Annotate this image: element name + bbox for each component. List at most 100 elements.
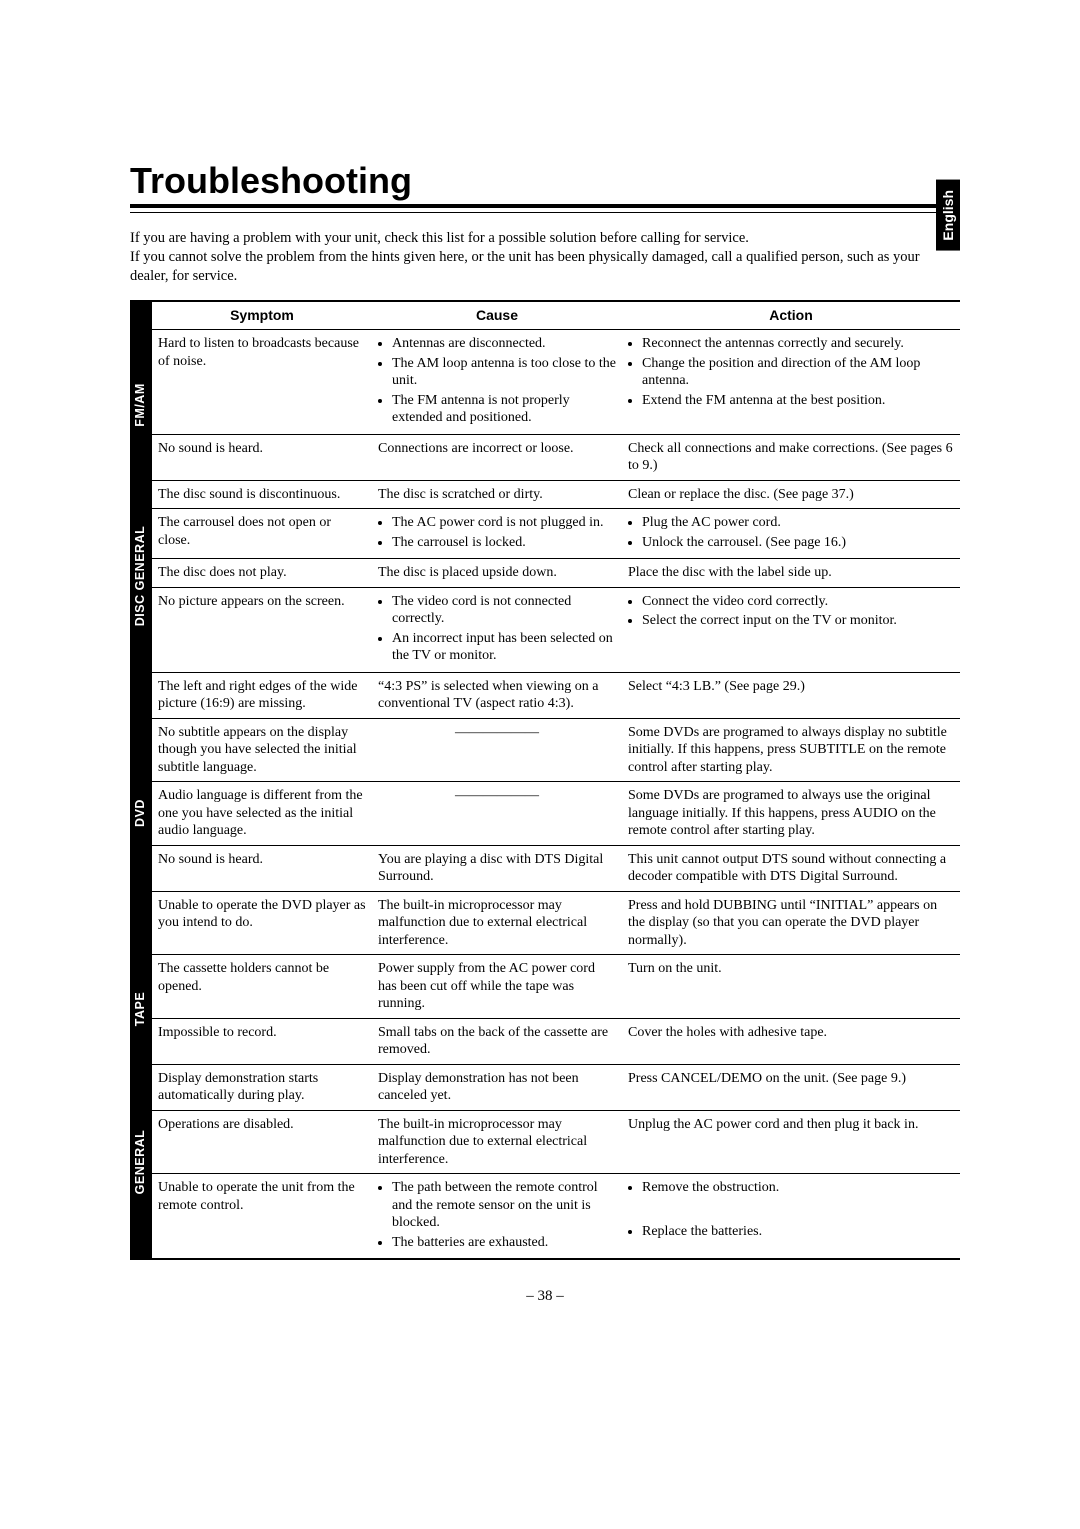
symptom-cell: No sound is heard. (152, 845, 372, 891)
table-row: No sound is heard. You are playing a dis… (130, 845, 960, 891)
table-row: Unable to operate the unit from the remo… (130, 1174, 960, 1260)
table-row: DVD The left and right edges of the wide… (130, 672, 960, 718)
symptom-cell: Hard to listen to broadcasts because of … (152, 330, 372, 435)
cause-cell: Display demonstration has not been cance… (372, 1064, 622, 1110)
cause-cell: Antennas are disconnected. The AM loop a… (372, 330, 622, 435)
action-item: Select the correct input on the TV or mo… (642, 612, 954, 630)
action-cell: Press and hold DUBBING until “INITIAL” a… (622, 891, 960, 955)
intro-line-1: If you are having a problem with your un… (130, 230, 749, 246)
cause-item: The path between the remote control and … (392, 1179, 616, 1232)
page-number: – 38 – (130, 1288, 960, 1305)
table-row: No sound is heard. Connections are incor… (130, 434, 960, 480)
action-cell: Clean or replace the disc. (See page 37.… (622, 480, 960, 509)
cause-item: An incorrect input has been selected on … (392, 630, 616, 665)
symptom-cell: Impossible to record. (152, 1018, 372, 1064)
action-cell: Select “4:3 LB.” (See page 29.) (622, 672, 960, 718)
symptom-cell: Unable to operate the DVD player as you … (152, 891, 372, 955)
action-item: Extend the FM antenna at the best positi… (642, 392, 954, 410)
action-cell: Plug the AC power cord. Unlock the carro… (622, 509, 960, 559)
cause-cell: The disc is scratched or dirty. (372, 480, 622, 509)
action-item: Change the position and direction of the… (642, 355, 954, 390)
symptom-cell: Audio language is different from the one… (152, 782, 372, 846)
symptom-cell: No picture appears on the screen. (152, 587, 372, 672)
cause-cell: The video cord is not connected correctl… (372, 587, 622, 672)
cause-cell: You are playing a disc with DTS Digital … (372, 845, 622, 891)
action-cell: Some DVDs are programed to always use th… (622, 782, 960, 846)
table-row: The disc does not play. The disc is plac… (130, 559, 960, 588)
cause-item: The carrousel is locked. (392, 534, 616, 552)
cause-cell: “4:3 PS” is selected when viewing on a c… (372, 672, 622, 718)
cause-item: The AC power cord is not plugged in. (392, 514, 616, 532)
table-row: Impossible to record. Small tabs on the … (130, 1018, 960, 1064)
category-tape: TAPE (130, 955, 152, 1065)
table-row: GENERAL Display demonstration starts aut… (130, 1064, 960, 1110)
symptom-cell: No subtitle appears on the display thoug… (152, 718, 372, 782)
table-row: TAPE The cassette holders cannot be open… (130, 955, 960, 1019)
cause-item: Antennas are disconnected. (392, 335, 616, 353)
category-label: FM/AM (133, 383, 149, 426)
table-row: No picture appears on the screen. The vi… (130, 587, 960, 672)
symptom-cell: Display demonstration starts automatical… (152, 1064, 372, 1110)
action-cell: Unplug the AC power cord and then plug i… (622, 1110, 960, 1174)
cause-cell: The built-in microprocessor may malfunct… (372, 891, 622, 955)
action-item: Replace the batteries. (642, 1223, 954, 1241)
header-symptom: Symptom (152, 301, 372, 330)
language-tab: English (936, 180, 960, 251)
cause-item: The AM loop antenna is too close to the … (392, 355, 616, 390)
symptom-cell: Unable to operate the unit from the remo… (152, 1174, 372, 1260)
action-cell: Place the disc with the label side up. (622, 559, 960, 588)
cause-cell: The disc is placed upside down. (372, 559, 622, 588)
header-category-blank (130, 301, 152, 330)
symptom-cell: Operations are disabled. (152, 1110, 372, 1174)
header-action: Action (622, 301, 960, 330)
table-row: FM/AM Hard to listen to broadcasts becau… (130, 330, 960, 435)
category-dvd: DVD (130, 672, 152, 955)
symptom-cell: The disc sound is discontinuous. (152, 480, 372, 509)
page-title: Troubleshooting (130, 160, 960, 208)
header-cause: Cause (372, 301, 622, 330)
category-label: GENERAL (133, 1129, 149, 1194)
action-item: Unlock the carrousel. (See page 16.) (642, 534, 954, 552)
action-item: Connect the video cord correctly. (642, 593, 954, 611)
action-item: Reconnect the antennas correctly and sec… (642, 335, 954, 353)
cause-cell-dash: —————— (372, 718, 622, 782)
action-cell: Check all connections and make correctio… (622, 434, 960, 480)
category-disc-general: DISC GENERAL (130, 480, 152, 672)
symptom-cell: The disc does not play. (152, 559, 372, 588)
category-label: DISC GENERAL (133, 526, 149, 626)
cause-cell: Connections are incorrect or loose. (372, 434, 622, 480)
cause-item: The batteries are exhausted. (392, 1234, 616, 1252)
action-cell: Connect the video cord correctly. Select… (622, 587, 960, 672)
category-general: GENERAL (130, 1064, 152, 1259)
table-row: No subtitle appears on the display thoug… (130, 718, 960, 782)
cause-cell: The path between the remote control and … (372, 1174, 622, 1260)
category-label: TAPE (133, 992, 149, 1026)
troubleshooting-table: Symptom Cause Action FM/AM Hard to liste… (130, 300, 960, 1261)
table-row: Operations are disabled. The built-in mi… (130, 1110, 960, 1174)
action-cell: Cover the holes with adhesive tape. (622, 1018, 960, 1064)
action-cell: Press CANCEL/DEMO on the unit. (See page… (622, 1064, 960, 1110)
table-row: Unable to operate the DVD player as you … (130, 891, 960, 955)
symptom-cell: The carrousel does not open or close. (152, 509, 372, 559)
cause-item: The video cord is not connected correctl… (392, 593, 616, 628)
action-cell: Some DVDs are programed to always displa… (622, 718, 960, 782)
cause-item: The FM antenna is not properly extended … (392, 392, 616, 427)
action-cell: Turn on the unit. (622, 955, 960, 1019)
symptom-cell: The left and right edges of the wide pic… (152, 672, 372, 718)
cause-cell: Power supply from the AC power cord has … (372, 955, 622, 1019)
category-fm-am: FM/AM (130, 330, 152, 481)
action-cell: This unit cannot output DTS sound withou… (622, 845, 960, 891)
symptom-cell: No sound is heard. (152, 434, 372, 480)
action-cell: Remove the obstruction. Replace the batt… (622, 1174, 960, 1260)
category-label: DVD (133, 799, 149, 827)
table-row: DISC GENERAL The disc sound is discontin… (130, 480, 960, 509)
cause-cell-dash: —————— (372, 782, 622, 846)
action-cell: Reconnect the antennas correctly and sec… (622, 330, 960, 435)
cause-cell: The AC power cord is not plugged in. The… (372, 509, 622, 559)
intro-text: If you are having a problem with your un… (130, 229, 960, 286)
action-item: Plug the AC power cord. (642, 514, 954, 532)
cause-cell: Small tabs on the back of the cassette a… (372, 1018, 622, 1064)
header-row: Symptom Cause Action (130, 301, 960, 330)
intro-line-2: If you cannot solve the problem from the… (130, 249, 920, 284)
symptom-cell: The cassette holders cannot be opened. (152, 955, 372, 1019)
